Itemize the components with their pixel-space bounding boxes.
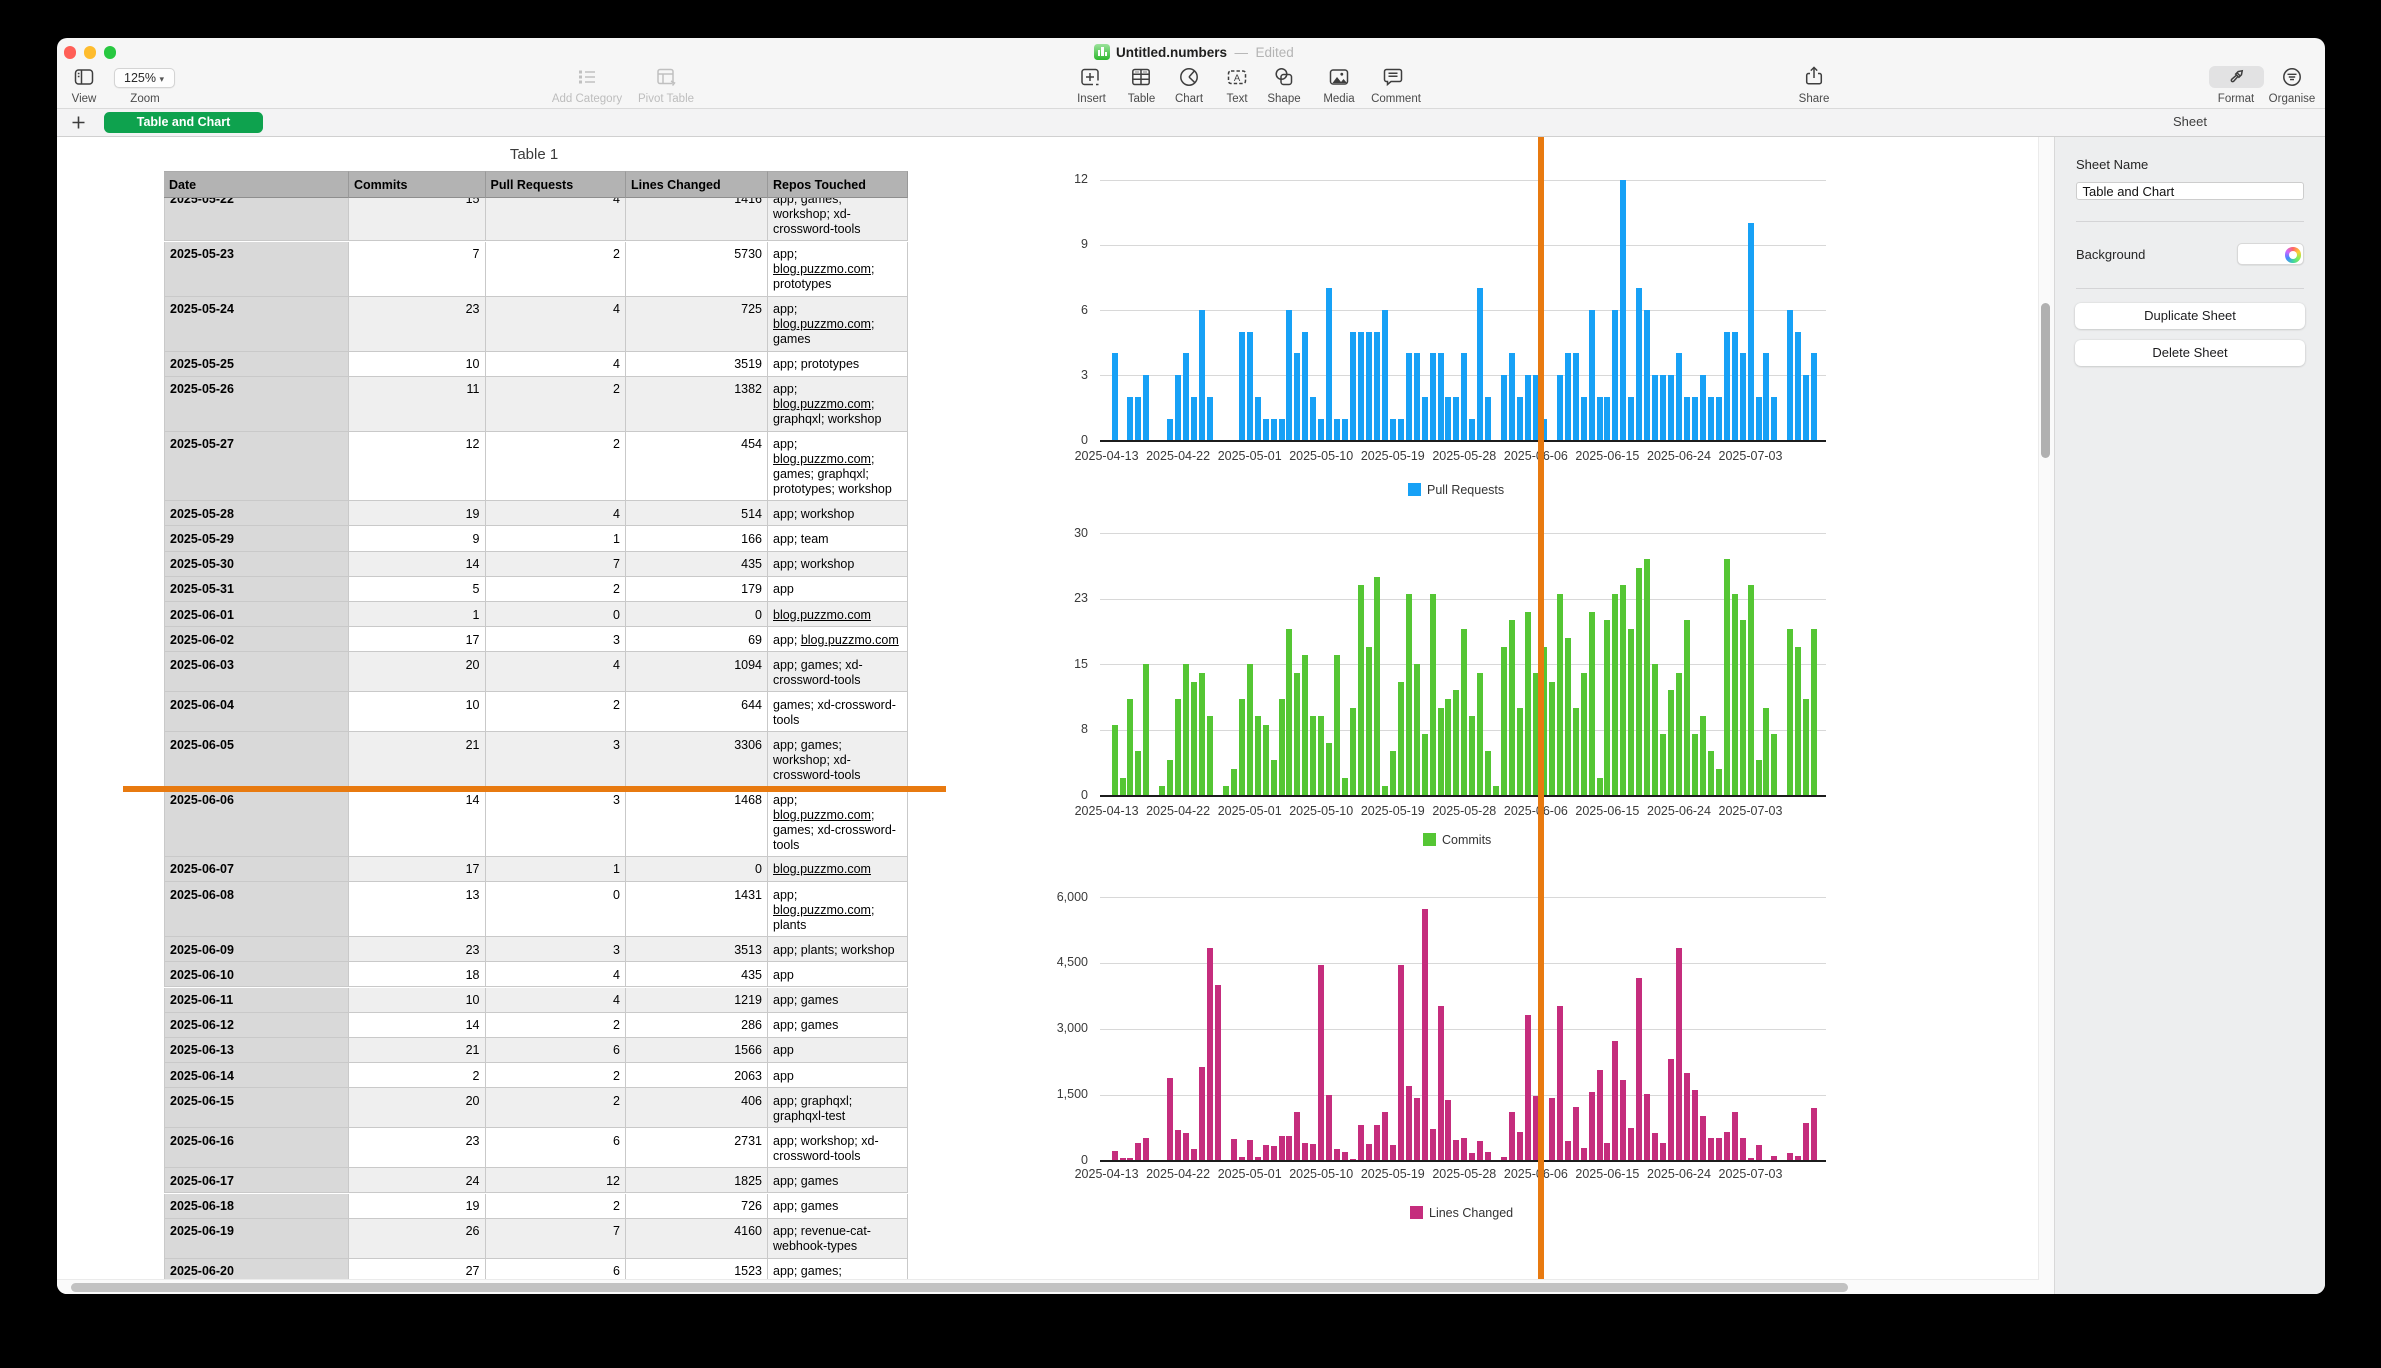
- svg-text:A: A: [1233, 73, 1240, 84]
